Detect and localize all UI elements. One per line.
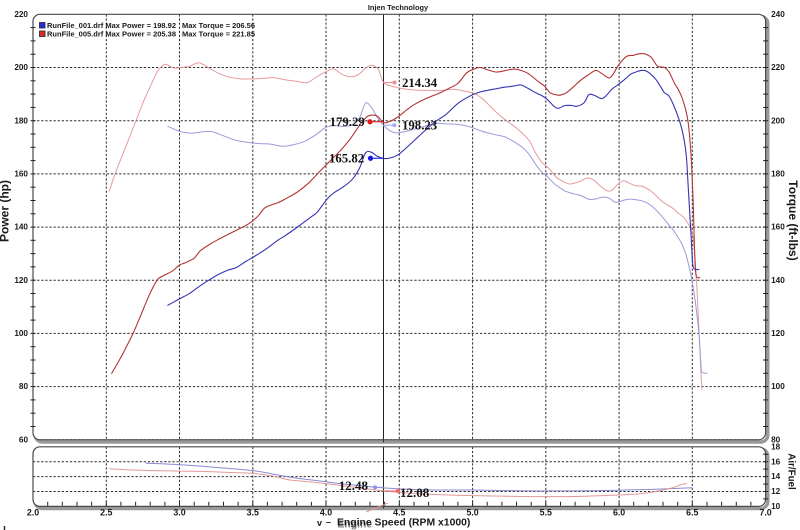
svg-text:100: 100 bbox=[771, 382, 785, 391]
svg-text:4.0: 4.0 bbox=[320, 507, 332, 517]
svg-text:180: 180 bbox=[771, 170, 785, 179]
svg-text:60: 60 bbox=[19, 435, 29, 444]
svg-text:120: 120 bbox=[771, 329, 785, 338]
svg-text:4.5: 4.5 bbox=[393, 507, 405, 517]
svg-text:5.5: 5.5 bbox=[540, 507, 552, 517]
svg-text:198.23: 198.23 bbox=[402, 119, 437, 133]
svg-text:220: 220 bbox=[14, 10, 28, 19]
svg-text:Injen Technology: Injen Technology bbox=[368, 3, 429, 12]
svg-text:6.0: 6.0 bbox=[613, 507, 625, 517]
svg-text:7.0: 7.0 bbox=[759, 507, 771, 517]
svg-text:5.0: 5.0 bbox=[466, 507, 478, 517]
svg-text:6.5: 6.5 bbox=[686, 507, 698, 517]
svg-text:80: 80 bbox=[771, 435, 781, 444]
svg-text:220: 220 bbox=[771, 63, 785, 72]
svg-text:180: 180 bbox=[14, 116, 28, 125]
svg-text:120: 120 bbox=[14, 276, 28, 285]
svg-text:200: 200 bbox=[771, 116, 785, 125]
svg-text:14: 14 bbox=[771, 472, 781, 481]
svg-text:200: 200 bbox=[14, 63, 28, 72]
svg-text:Engine Speed (RPM x1000): Engine Speed (RPM x1000) bbox=[337, 518, 470, 529]
svg-text:140: 140 bbox=[771, 276, 785, 285]
svg-text:18: 18 bbox=[771, 442, 781, 451]
svg-text:80: 80 bbox=[19, 382, 29, 391]
svg-text:2.5: 2.5 bbox=[100, 507, 112, 517]
svg-text:179.29: 179.29 bbox=[330, 115, 365, 129]
svg-text:240: 240 bbox=[771, 10, 785, 19]
svg-text:Max Torque = 221.85: Max Torque = 221.85 bbox=[182, 30, 255, 39]
svg-text:RunFile_005.drf Max Power = 20: RunFile_005.drf Max Power = 205.38 bbox=[47, 30, 176, 39]
svg-text:Torque (ft-lbs): Torque (ft-lbs) bbox=[786, 180, 800, 260]
svg-text:12.08: 12.08 bbox=[400, 485, 430, 500]
svg-text:Power (hp): Power (hp) bbox=[0, 180, 12, 242]
svg-text:214.34: 214.34 bbox=[402, 76, 438, 90]
svg-text:Max Torque = 206.56: Max Torque = 206.56 bbox=[182, 21, 255, 30]
svg-text:RunFile_001.drf Max Power = 19: RunFile_001.drf Max Power = 198.92 bbox=[47, 21, 176, 30]
svg-text:10: 10 bbox=[771, 502, 781, 511]
svg-text:v: v bbox=[317, 518, 322, 528]
svg-text:3.5: 3.5 bbox=[247, 507, 259, 517]
svg-text:2.0: 2.0 bbox=[27, 507, 39, 517]
svg-text:16: 16 bbox=[771, 457, 781, 466]
svg-text:160: 160 bbox=[771, 223, 785, 232]
svg-text:Engine: Engine bbox=[338, 520, 373, 530]
svg-text:160: 160 bbox=[14, 170, 28, 179]
svg-text:165.82: 165.82 bbox=[329, 152, 364, 166]
svg-text:12: 12 bbox=[771, 487, 781, 496]
svg-text:–: – bbox=[326, 517, 331, 527]
svg-text:3.0: 3.0 bbox=[173, 507, 185, 517]
svg-text:100: 100 bbox=[14, 329, 28, 338]
svg-text:12.48: 12.48 bbox=[339, 478, 369, 493]
svg-text:140: 140 bbox=[14, 223, 28, 232]
svg-text:Air/Fuel: Air/Fuel bbox=[786, 453, 797, 490]
